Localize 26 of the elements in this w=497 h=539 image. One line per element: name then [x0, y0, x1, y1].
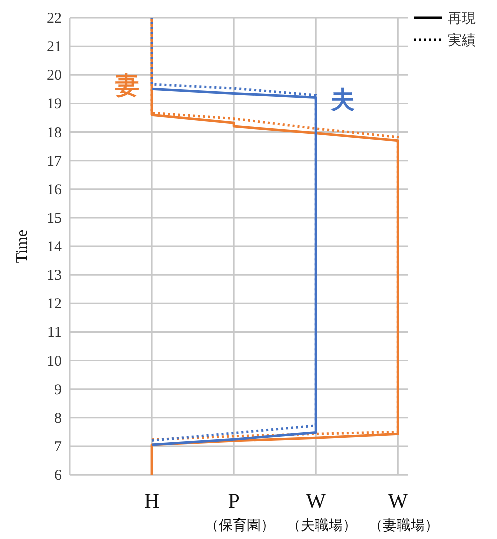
y-tick-label: 14 [47, 240, 62, 256]
y-tick-label: 6 [54, 468, 62, 484]
text: 実績 [448, 32, 476, 48]
y-tick-label: 22 [47, 11, 62, 27]
y-axis-title: Time [14, 230, 31, 264]
x-tick-label: P （保育園） [205, 489, 276, 534]
y-tick-label: 20 [47, 68, 62, 84]
y-tick-label: 16 [47, 182, 62, 198]
y-tick-label: 15 [47, 210, 62, 227]
x-tick-label: W （妻職場） [369, 489, 440, 534]
x-tick-label: W （夫職場） [287, 489, 358, 534]
y-tick-label: 17 [47, 154, 62, 170]
y-tick-label: 8 [54, 410, 62, 427]
y-tick-label: 11 [48, 325, 62, 342]
y-tick-label: 7 [54, 439, 62, 456]
y-tick-label: 12 [47, 296, 62, 313]
annotation: 夫 [330, 86, 356, 114]
y-tick-label: 10 [47, 354, 62, 370]
y-tick-label: 19 [47, 96, 62, 113]
y-tick-label: 18 [47, 125, 62, 142]
y-tick-label: 13 [47, 268, 62, 284]
y-tick-label: 9 [54, 382, 62, 398]
x-tick-label: H [144, 489, 160, 513]
annotation: 妻 [114, 72, 140, 100]
y-tick-label: 21 [47, 40, 62, 56]
text: 再現 [448, 10, 476, 26]
